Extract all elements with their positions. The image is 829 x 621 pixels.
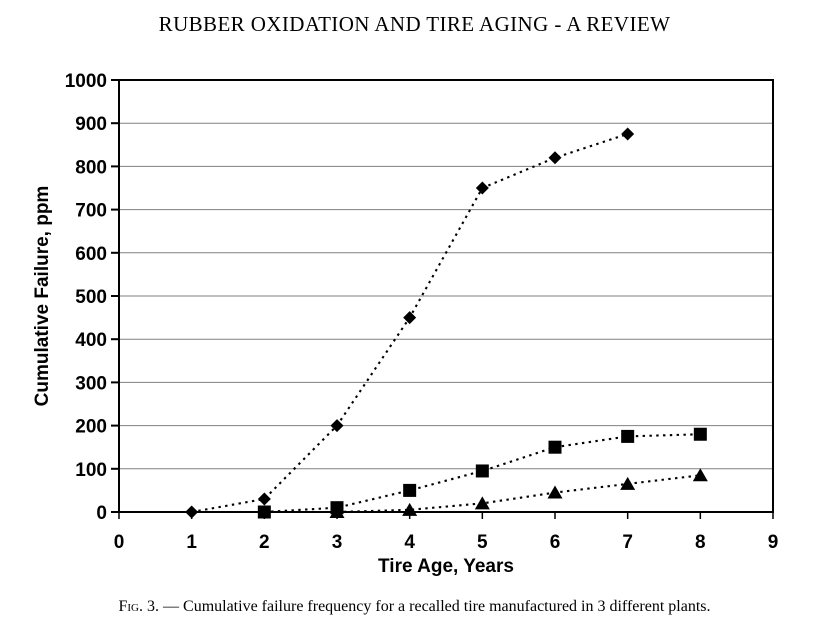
- x-tick-label: 2: [259, 532, 270, 553]
- x-tick-label: 4: [404, 532, 415, 553]
- data-point-diamond: [403, 311, 417, 325]
- figure-caption-text: Cumulative failure frequency for a recal…: [183, 598, 711, 615]
- data-point-diamond: [548, 151, 562, 165]
- series-line-triangle: [336, 474, 701, 514]
- data-point-diamond: [257, 492, 271, 506]
- y-axis-title: Cumulative Failure, ppm: [32, 186, 53, 407]
- data-point-triangle: [620, 476, 636, 490]
- data-point-diamond: [621, 127, 635, 141]
- x-tick-label: 5: [477, 532, 488, 553]
- y-tick-label: 200: [75, 417, 107, 438]
- data-point-diamond: [475, 181, 489, 195]
- y-tick-label: 900: [75, 114, 107, 135]
- data-point-square: [257, 505, 271, 519]
- figure-caption: Fig. 3. — Cumulative failure frequency f…: [0, 598, 829, 616]
- data-point-triangle: [402, 502, 418, 516]
- data-point-square: [403, 483, 417, 497]
- y-tick-label: 500: [75, 287, 107, 308]
- data-point-square: [548, 440, 562, 454]
- x-tick-label: 0: [114, 532, 125, 553]
- y-tick-label: 1000: [65, 71, 107, 92]
- x-tick-label: 6: [550, 532, 561, 553]
- y-tick-label: 600: [75, 244, 107, 265]
- x-tick-label: 3: [332, 532, 343, 553]
- data-point-triangle: [474, 496, 490, 510]
- chart-figure: 0 100 200 300 400 500 600 700 800 900 1000 0 1 2 3 4 5 6 7…: [32, 71, 779, 577]
- data-point-square: [475, 464, 489, 478]
- y-tick-label: 300: [75, 373, 107, 394]
- figure-caption-dash: —: [163, 598, 180, 615]
- y-tick-label: 100: [75, 460, 107, 481]
- data-point-diamond: [330, 419, 344, 433]
- y-tick-label: 700: [75, 201, 107, 222]
- data-point-diamond: [185, 505, 199, 519]
- y-tick-label: 0: [96, 503, 107, 524]
- x-axis-title: Tire Age, Years: [378, 556, 514, 577]
- y-tick-label: 400: [75, 330, 107, 351]
- data-point-square: [621, 429, 635, 443]
- failure-vs-age-chart: 0 100 200 300 400 500 600 700 800 900 1000 0 1 2 3 4 5 6 7…: [32, 71, 779, 577]
- data-point-triangle: [329, 505, 345, 518]
- x-tick-label: 7: [622, 532, 633, 553]
- x-tick-label: 1: [186, 532, 197, 553]
- paper-title: RUBBER OXIDATION AND TIRE AGING - A REVI…: [158, 12, 671, 36]
- data-point-square: [693, 427, 707, 441]
- x-tick-label: 8: [695, 532, 706, 553]
- data-point-triangle: [547, 485, 563, 499]
- y-tick-label: 800: [75, 157, 107, 178]
- x-tick-label: 9: [768, 532, 779, 553]
- data-point-triangle: [692, 468, 708, 482]
- figure-caption-label: Fig. 3.: [118, 598, 160, 615]
